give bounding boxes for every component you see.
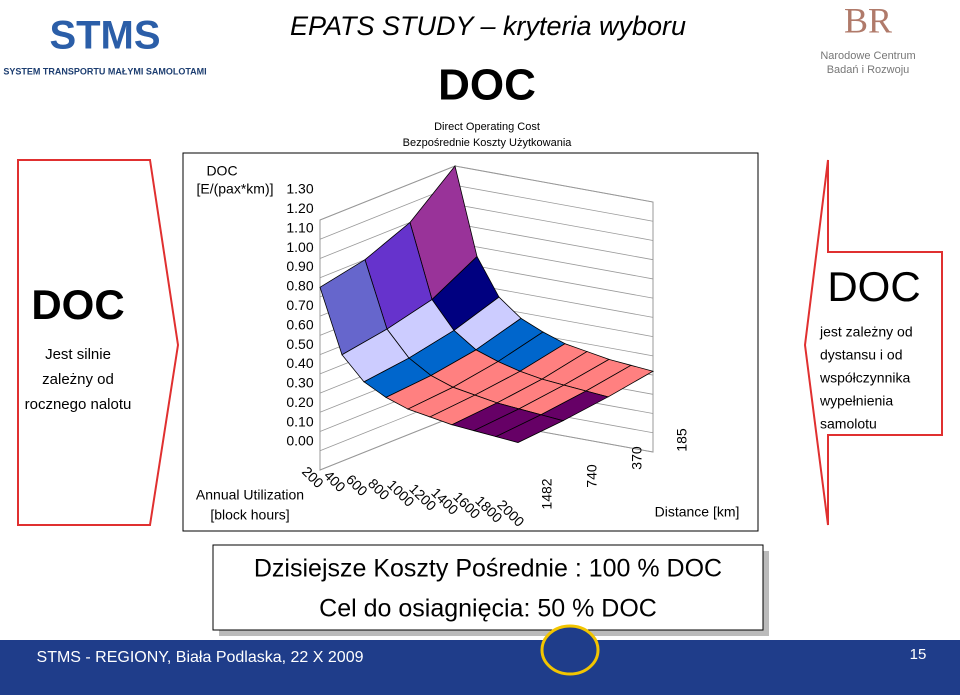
y-tick-label: 0.90 xyxy=(286,258,313,274)
partner-logo: BR xyxy=(844,0,892,40)
chart-subtitle: Direct Operating Cost xyxy=(434,121,540,133)
left-arrow xyxy=(17,159,180,526)
footer-bar xyxy=(0,640,960,695)
right-note-title: DOC xyxy=(827,263,920,310)
summary-line: Cel do osiagnięcia: 50 % DOC xyxy=(319,595,657,623)
slide-title: EPATS STUDY – kryteria wyboru xyxy=(290,11,686,41)
footer-logo xyxy=(540,624,600,676)
y-axis-title: DOC xyxy=(206,163,237,179)
logo: STMS xyxy=(49,14,160,58)
left-note-line: Jest silnie xyxy=(45,346,111,363)
x-axis-title: [block hours] xyxy=(210,507,289,523)
y-axis-title: [E/(pax*km)] xyxy=(196,181,273,197)
page-number: 15 xyxy=(910,646,927,663)
right-arrow xyxy=(803,159,943,526)
right-note-line: współczynnika xyxy=(819,370,910,386)
z-tick-label: 1482 xyxy=(539,478,555,509)
partner-name: Badań i Rozwoju xyxy=(827,64,910,76)
y-tick-label: 0.60 xyxy=(286,316,313,332)
chart-title: DOC xyxy=(438,61,536,110)
y-tick-label: 1.10 xyxy=(286,219,313,235)
left-note-line: rocznego nalotu xyxy=(25,396,132,413)
summary-line: Dzisiejsze Koszty Pośrednie : 100 % DOC xyxy=(254,555,722,583)
z-tick-label: 370 xyxy=(629,446,645,470)
z-tick-label: 740 xyxy=(584,464,600,488)
summary-box xyxy=(212,544,764,631)
y-tick-label: 1.00 xyxy=(286,239,313,255)
y-tick-label: 0.20 xyxy=(286,394,313,410)
right-note-line: samolotu xyxy=(820,416,877,432)
right-note-line: dystansu i od xyxy=(820,347,903,363)
logo-subtitle: SYSTEM TRANSPORTU MAŁYMI SAMOLOTAMI xyxy=(3,66,206,76)
y-tick-label: 0.80 xyxy=(286,278,313,294)
left-note-title: DOC xyxy=(31,281,124,328)
footer-text: STMS - REGIONY, Biała Podlaska, 22 X 200… xyxy=(37,649,364,666)
z-axis-title: Distance [km] xyxy=(655,504,740,520)
right-note-line: wypełnienia xyxy=(819,393,893,409)
y-tick-label: 0.00 xyxy=(286,433,313,449)
y-tick-label: 1.30 xyxy=(286,181,313,197)
right-note-line: jest zależny od xyxy=(819,324,913,340)
y-tick-label: 0.70 xyxy=(286,297,313,313)
y-tick-label: 1.20 xyxy=(286,200,313,216)
partner-name: Narodowe Centrum xyxy=(820,50,915,62)
chart-subtitle: Bezpośrednie Koszty Użytkowania xyxy=(403,137,573,149)
left-note-line: zależny od xyxy=(42,371,114,388)
y-tick-label: 0.10 xyxy=(286,413,313,429)
x-axis-title: Annual Utilization xyxy=(196,487,304,503)
y-tick-label: 0.50 xyxy=(286,336,313,352)
surface-cell xyxy=(494,414,565,443)
y-tick-label: 0.30 xyxy=(286,375,313,391)
z-tick-label: 185 xyxy=(674,428,690,452)
y-tick-label: 0.40 xyxy=(286,355,313,371)
